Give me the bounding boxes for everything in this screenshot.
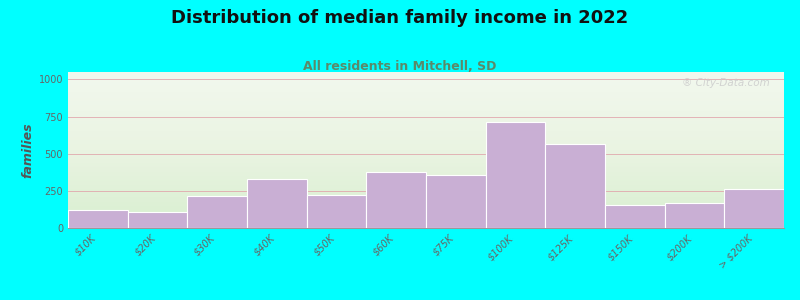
Bar bbox=[366, 172, 426, 228]
Bar bbox=[665, 203, 724, 228]
Bar bbox=[546, 144, 605, 228]
Bar bbox=[724, 189, 784, 228]
Bar bbox=[128, 212, 187, 228]
Bar bbox=[187, 196, 247, 228]
Bar bbox=[247, 179, 306, 228]
Text: All residents in Mitchell, SD: All residents in Mitchell, SD bbox=[303, 60, 497, 73]
Text: ® City-Data.com: ® City-Data.com bbox=[682, 78, 770, 88]
Bar bbox=[426, 175, 486, 228]
Bar bbox=[605, 205, 665, 228]
Bar bbox=[486, 122, 546, 228]
Bar bbox=[68, 210, 128, 228]
Text: Distribution of median family income in 2022: Distribution of median family income in … bbox=[171, 9, 629, 27]
Y-axis label: families: families bbox=[22, 122, 34, 178]
Bar bbox=[306, 195, 366, 228]
